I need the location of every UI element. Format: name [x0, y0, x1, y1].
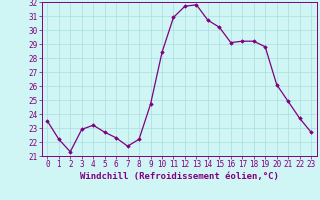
X-axis label: Windchill (Refroidissement éolien,°C): Windchill (Refroidissement éolien,°C) [80, 172, 279, 181]
